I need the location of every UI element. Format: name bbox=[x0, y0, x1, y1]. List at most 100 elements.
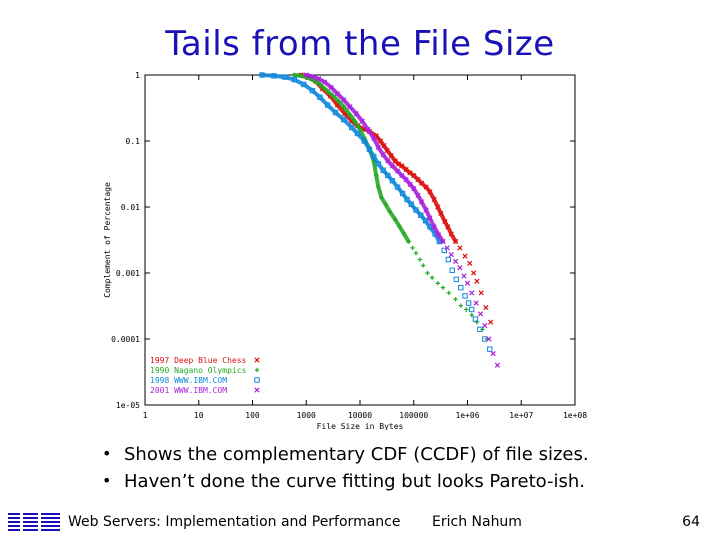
x-tick-label: 10 bbox=[194, 411, 204, 420]
data-point bbox=[486, 336, 492, 342]
data-point bbox=[341, 104, 347, 109]
data-point bbox=[407, 181, 413, 188]
data-point bbox=[445, 256, 452, 263]
data-point bbox=[452, 238, 459, 245]
data-point bbox=[452, 258, 459, 265]
data-point bbox=[464, 307, 469, 312]
data-point bbox=[488, 319, 494, 325]
data-point bbox=[301, 81, 307, 88]
data-point bbox=[417, 257, 423, 262]
x-tick-label: 1e+08 bbox=[563, 411, 587, 420]
y-tick-label: 0.01 bbox=[121, 203, 140, 212]
data-point bbox=[474, 319, 480, 325]
data-point bbox=[271, 73, 277, 79]
data-point bbox=[458, 303, 463, 308]
data-point bbox=[366, 146, 373, 152]
data-point bbox=[467, 260, 473, 266]
data-point bbox=[494, 362, 501, 368]
bullet-dot-icon: • bbox=[102, 471, 112, 490]
data-point bbox=[421, 263, 426, 268]
data-point bbox=[413, 250, 419, 256]
legend-label: 2001 WWW.IBM.COM bbox=[150, 386, 227, 395]
data-point bbox=[389, 163, 395, 169]
bullet-list: • Shows the complementary CDF (CCDF) of … bbox=[102, 444, 702, 498]
data-point bbox=[431, 224, 437, 230]
x-tick-label: 10000 bbox=[348, 411, 372, 420]
data-point bbox=[254, 367, 260, 373]
data-point bbox=[423, 184, 429, 190]
data-point bbox=[373, 173, 379, 178]
data-point bbox=[359, 118, 365, 124]
data-point bbox=[334, 91, 341, 97]
ibm-logo bbox=[8, 512, 60, 532]
data-point bbox=[458, 284, 464, 291]
data-point bbox=[394, 184, 401, 190]
x-tick-label: 1e+06 bbox=[455, 411, 479, 420]
slide-footer: Web Servers: Implementation and Performa… bbox=[0, 512, 720, 532]
data-point bbox=[282, 74, 288, 80]
data-point bbox=[413, 207, 419, 213]
data-point bbox=[254, 357, 260, 363]
data-point bbox=[457, 265, 463, 271]
data-point bbox=[371, 153, 377, 160]
ccdf-chart: 1 10 100 1000 10000 100000 1e+06 1e+07 1e+08 1 0.1… bbox=[103, 71, 587, 430]
data-point bbox=[448, 231, 454, 237]
data-point bbox=[404, 196, 410, 203]
data-point bbox=[477, 311, 484, 317]
bullet-text: Haven’t done the curve fitting but looks… bbox=[124, 471, 585, 492]
slide-title: Tails from the File Size bbox=[165, 24, 555, 64]
data-point bbox=[397, 224, 402, 230]
data-point bbox=[291, 76, 298, 83]
data-point bbox=[379, 195, 384, 200]
data-point bbox=[387, 209, 393, 214]
data-point bbox=[341, 117, 347, 123]
data-point bbox=[469, 312, 474, 318]
legend-label: 1990 Nagano Olympics bbox=[150, 366, 247, 375]
data-point bbox=[446, 290, 452, 296]
data-point bbox=[427, 189, 433, 195]
data-point bbox=[328, 84, 334, 90]
data-point bbox=[298, 73, 304, 79]
data-point bbox=[427, 215, 433, 221]
data-point bbox=[490, 351, 496, 357]
data-point bbox=[401, 231, 406, 236]
data-point bbox=[341, 97, 347, 103]
bullet-item: • Shows the complementary CDF (CCDF) of … bbox=[102, 444, 702, 465]
data-point bbox=[411, 172, 417, 179]
data-point bbox=[415, 192, 421, 199]
data-point bbox=[399, 163, 405, 169]
data-point bbox=[411, 185, 417, 192]
data-point bbox=[435, 204, 441, 210]
data-point bbox=[453, 276, 460, 283]
data-point bbox=[442, 219, 448, 225]
data-point bbox=[336, 99, 341, 104]
data-point bbox=[365, 126, 371, 133]
x-tick-label: 100 bbox=[245, 411, 260, 420]
data-point bbox=[462, 253, 468, 259]
data-point bbox=[482, 322, 488, 329]
data-point bbox=[332, 109, 339, 116]
data-point bbox=[474, 278, 480, 284]
data-point bbox=[435, 232, 442, 238]
data-point bbox=[385, 158, 391, 164]
data-point bbox=[408, 201, 414, 207]
data-point bbox=[329, 92, 335, 98]
data-point bbox=[316, 81, 321, 86]
data-point bbox=[478, 290, 484, 296]
data-point bbox=[254, 377, 260, 383]
data-point bbox=[316, 76, 322, 82]
data-point bbox=[473, 300, 479, 306]
data-point bbox=[418, 199, 425, 205]
x-tick-label: 1000 bbox=[297, 411, 316, 420]
y-tick-label: 0.1 bbox=[126, 137, 141, 146]
data-point bbox=[317, 94, 323, 100]
data-point bbox=[469, 290, 475, 296]
data-point bbox=[392, 217, 398, 222]
data-point bbox=[322, 86, 327, 91]
data-point bbox=[472, 316, 479, 322]
x-tick-label: 1 bbox=[143, 411, 148, 420]
data-point bbox=[348, 124, 355, 131]
data-point bbox=[259, 72, 265, 78]
data-point bbox=[361, 138, 367, 144]
data-point bbox=[303, 72, 309, 78]
